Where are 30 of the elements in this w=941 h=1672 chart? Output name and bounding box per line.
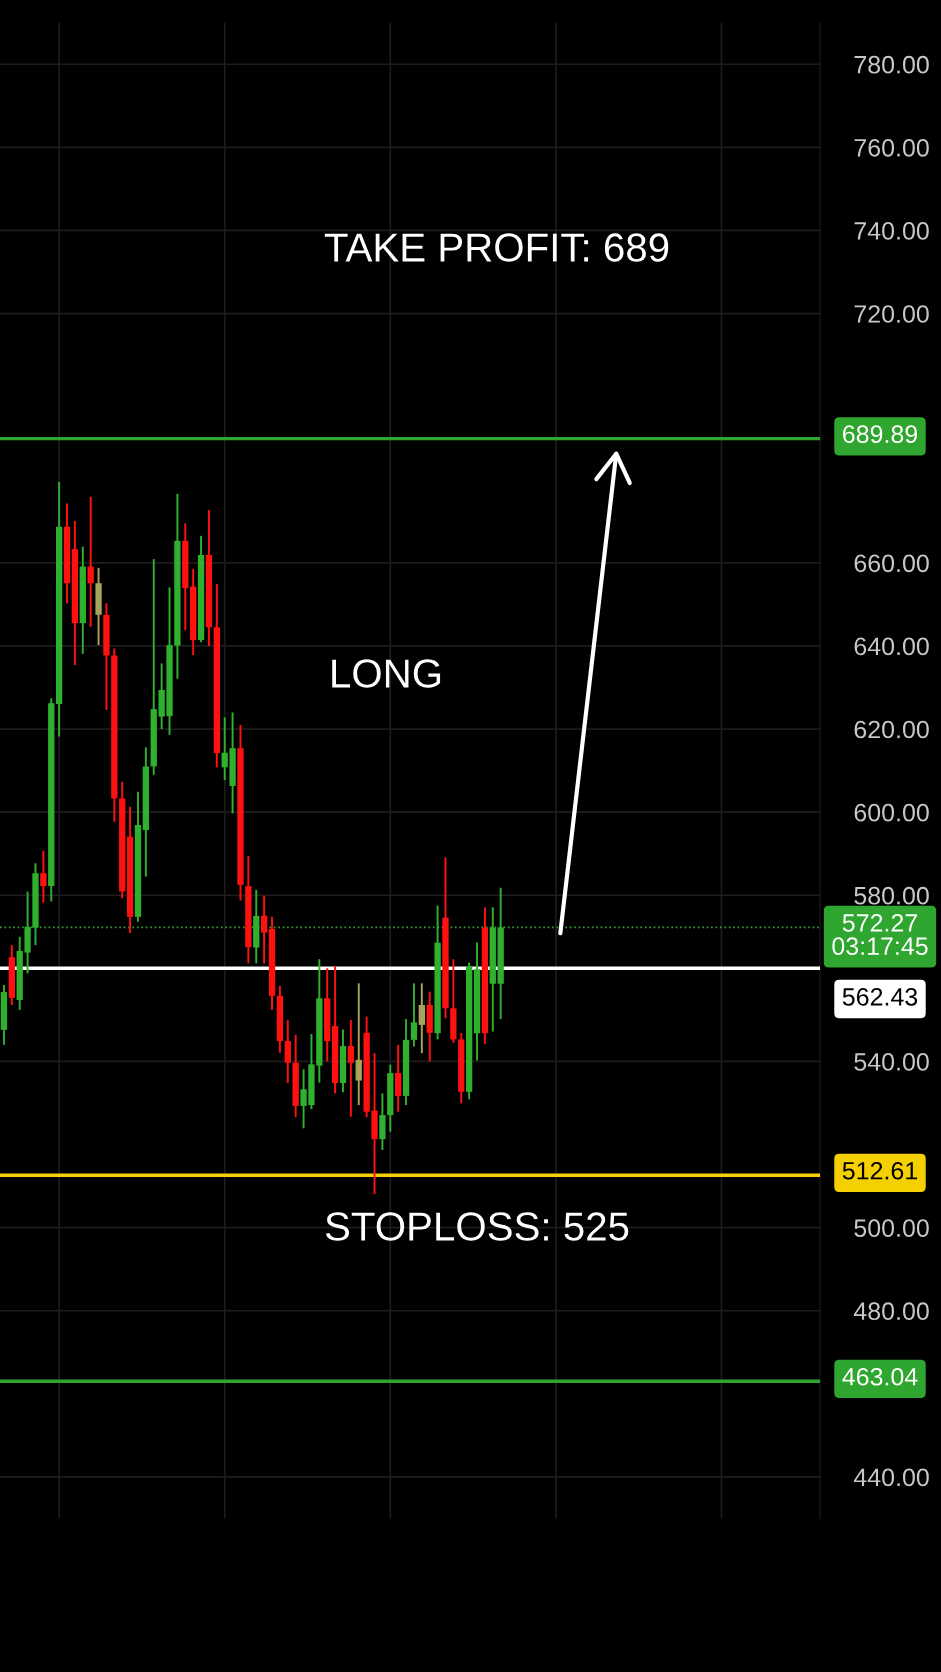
ref-line-label: 689.89 (843, 425, 918, 444)
candlestick (355, 982, 362, 1107)
annotation: STOPLOSS: 525 (325, 1212, 629, 1241)
y-tick-label: 480.00 (853, 1302, 929, 1321)
y-tick-label: 580.00 (854, 886, 929, 905)
candlestick (40, 849, 47, 904)
y-tick-label: 440.00 (853, 1468, 929, 1487)
ref-line-label: 463.04 (842, 1367, 918, 1386)
annotation: TAKE PROFIT: 689 (324, 233, 669, 262)
y-tick-label: 640.00 (854, 637, 929, 656)
ref-line-label: 572.27 03:17:45 (832, 914, 928, 956)
candlestick (260, 894, 268, 965)
y-tick-label: 600.00 (854, 803, 929, 822)
candlestick (284, 1018, 291, 1085)
candlestick (418, 982, 425, 1055)
y-tick-label: 540.00 (854, 1053, 929, 1071)
candlestick (347, 1018, 355, 1118)
y-tick-label: 740.00 (854, 222, 929, 240)
annotation: LONG (332, 659, 441, 688)
y-tick-label: 780.00 (854, 55, 929, 74)
y-tick-label: 620.00 (854, 720, 929, 739)
candlestick (395, 1043, 402, 1113)
y-tick-label: 720.00 (854, 305, 929, 323)
ref-line-label: 562.43 (842, 988, 918, 1006)
ref-line-label: 512.61 (842, 1161, 918, 1180)
y-tick-label: 660.00 (854, 554, 929, 573)
y-tick-label: 500.00 (854, 1219, 929, 1237)
candlestick (87, 495, 94, 628)
candlestick (410, 982, 418, 1048)
y-tick-label: 760.00 (854, 138, 929, 157)
